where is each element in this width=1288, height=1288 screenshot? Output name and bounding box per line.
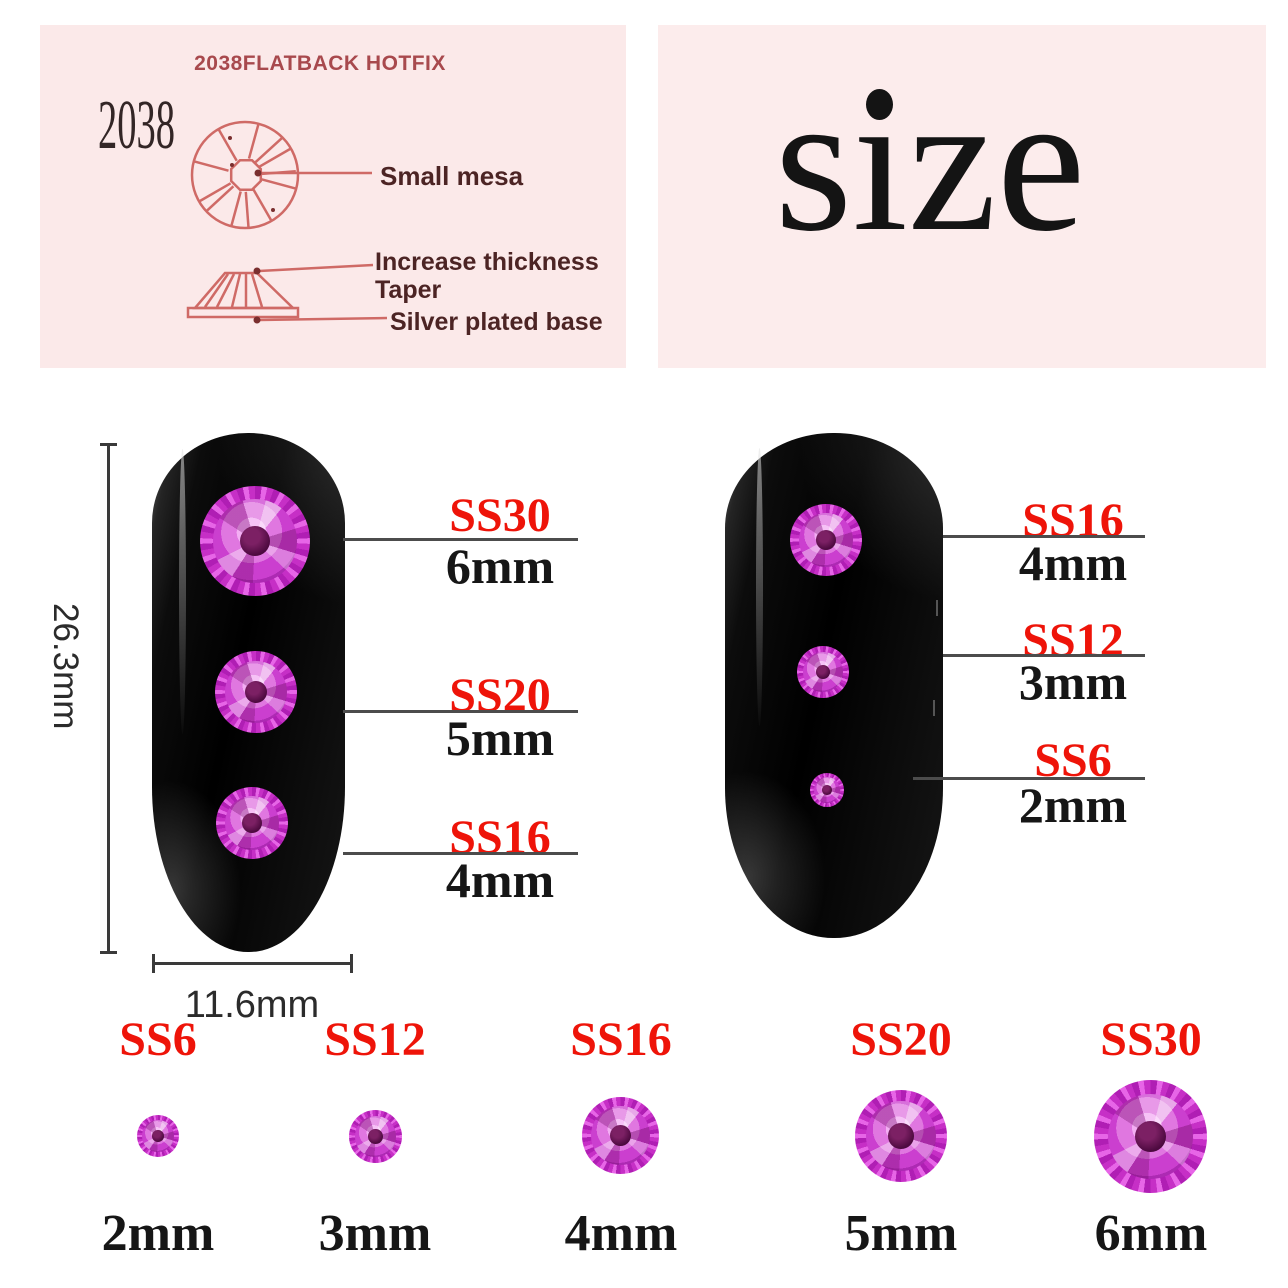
chart-rhinestone-ss30 xyxy=(1094,1080,1207,1193)
label-small-mesa: Small mesa xyxy=(380,161,524,191)
chart-code-ss30: SS30 xyxy=(1100,1013,1202,1066)
chart-code-ss6: SS6 xyxy=(119,1013,197,1066)
height-dimension-cap-bottom xyxy=(100,951,117,954)
rhinestone-left-ss20 xyxy=(215,651,297,733)
callout-size-4mm-left: 4mm xyxy=(445,852,555,908)
spec-panel-title: 2038FLATBACK HOTFIX xyxy=(194,52,446,75)
chart-rhinestone-ss6 xyxy=(137,1115,179,1157)
label-silver-plated-base: Silver plated base xyxy=(390,308,603,336)
chart-code-ss20: SS20 xyxy=(850,1013,952,1066)
callout-size-2mm: 2mm xyxy=(1018,777,1128,833)
callout-line-ss30 xyxy=(343,538,578,541)
chart-code-ss16: SS16 xyxy=(570,1013,672,1066)
callout-line-ss20 xyxy=(343,710,578,713)
callout-code-ss6: SS6 xyxy=(1034,734,1112,787)
chart-size-4mm: 4mm xyxy=(564,1205,678,1262)
size-title: sıze xyxy=(774,52,1086,273)
nail-right-edge-tick-lower xyxy=(933,700,935,716)
height-dimension-label: 26.3mm xyxy=(46,603,85,730)
rhinestone-structure-diagram xyxy=(186,120,388,324)
callout-line-ss12 xyxy=(943,654,1145,657)
chart-size-5mm: 5mm xyxy=(844,1205,958,1262)
side-view-taper xyxy=(186,271,300,319)
chart-rhinestone-ss20 xyxy=(855,1090,947,1182)
callout-size-5mm: 5mm xyxy=(445,710,555,766)
height-dimension-line xyxy=(107,445,110,954)
diagram-dots xyxy=(228,136,275,324)
label-increase-thickness: Increase thickness xyxy=(375,248,599,276)
callout-line-ss6 xyxy=(913,777,1145,780)
callout-code-ss30: SS30 xyxy=(449,489,551,542)
callout-size-6mm: 6mm xyxy=(445,538,555,594)
chart-rhinestone-ss16 xyxy=(582,1097,659,1174)
size-title-dot xyxy=(866,89,893,120)
rhinestone-left-ss16 xyxy=(216,787,288,859)
rhinestone-right-ss12 xyxy=(797,646,849,698)
width-dimension-tick-left xyxy=(152,954,155,973)
chart-rhinestone-ss12 xyxy=(349,1110,402,1163)
width-dimension-label: 11.6mm xyxy=(184,984,320,1026)
chart-code-ss12: SS12 xyxy=(324,1013,426,1066)
model-number: 2038 xyxy=(98,87,175,164)
chart-size-6mm: 6mm xyxy=(1094,1205,1208,1262)
label-taper: Taper xyxy=(375,276,442,304)
leader-lines xyxy=(258,171,388,322)
top-view-wheel xyxy=(190,120,300,230)
width-dimension-line xyxy=(153,962,353,965)
width-dimension-tick-right xyxy=(350,954,353,973)
callout-size-4mm-right: 4mm xyxy=(1018,535,1128,591)
rhinestone-left-ss30 xyxy=(200,486,310,596)
callout-line-ss16-right xyxy=(943,535,1145,538)
rhinestone-right-ss16 xyxy=(790,504,862,576)
height-dimension-cap-top xyxy=(100,443,117,446)
spec-panel: 2038FLATBACK HOTFIX 2038 xyxy=(40,25,626,368)
callout-line-ss16-left xyxy=(343,852,578,855)
size-panel: sıze xyxy=(658,25,1266,368)
nail-right-edge-tick-upper xyxy=(936,600,938,616)
chart-size-2mm: 2mm xyxy=(101,1205,215,1262)
chart-size-3mm: 3mm xyxy=(318,1205,432,1262)
callout-size-3mm: 3mm xyxy=(1018,654,1128,710)
rhinestone-right-ss6 xyxy=(810,773,844,807)
